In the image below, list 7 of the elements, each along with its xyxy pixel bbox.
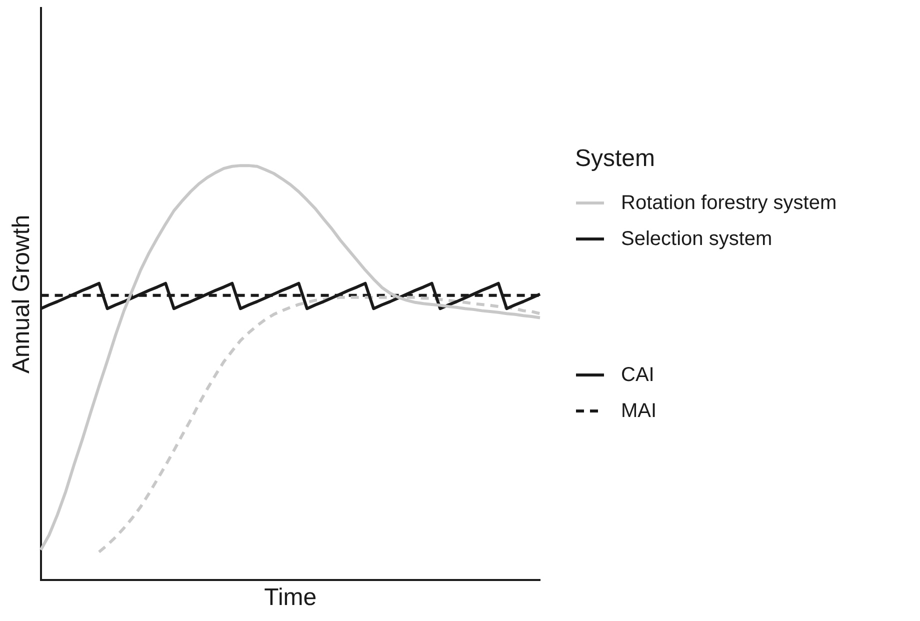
x-axis-title: Time xyxy=(264,584,317,612)
text: CAI xyxy=(621,364,654,386)
legend-label: Selection system xyxy=(621,228,772,250)
y-axis-title: Annual Growth xyxy=(8,214,36,374)
legend-title: System xyxy=(575,145,656,173)
legend-label: Rotation forestry system xyxy=(621,192,837,214)
text: MAI xyxy=(621,400,657,422)
